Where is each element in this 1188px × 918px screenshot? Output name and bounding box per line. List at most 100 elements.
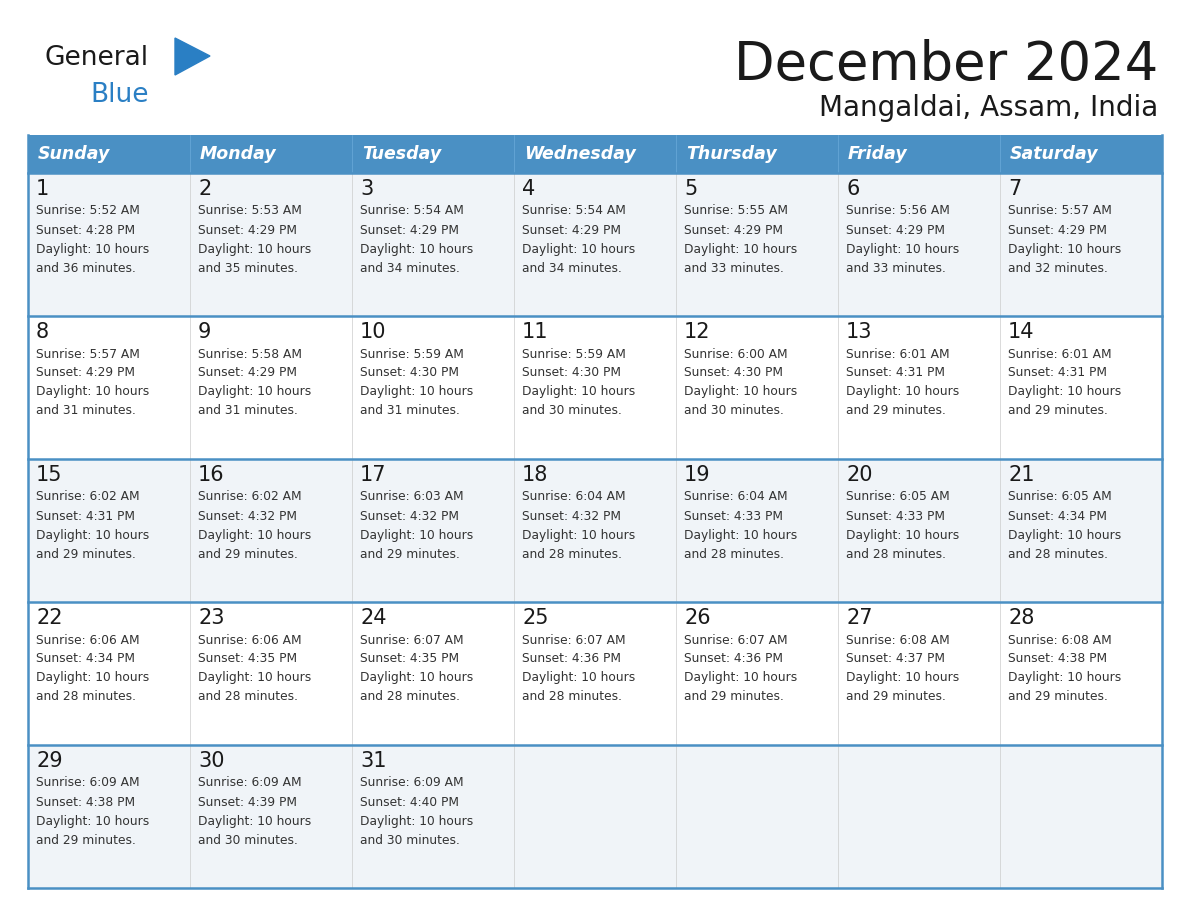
Text: and 30 minutes.: and 30 minutes. bbox=[198, 834, 298, 846]
Text: Sunrise: 5:59 AM: Sunrise: 5:59 AM bbox=[360, 348, 463, 361]
Text: Sunset: 4:31 PM: Sunset: 4:31 PM bbox=[846, 366, 944, 379]
Text: Daylight: 10 hours: Daylight: 10 hours bbox=[36, 671, 150, 685]
Text: Sunrise: 6:06 AM: Sunrise: 6:06 AM bbox=[198, 633, 302, 646]
Text: Daylight: 10 hours: Daylight: 10 hours bbox=[360, 386, 473, 398]
Bar bbox=[514, 135, 676, 173]
Text: Sunset: 4:32 PM: Sunset: 4:32 PM bbox=[198, 509, 297, 522]
Text: Sunrise: 5:57 AM: Sunrise: 5:57 AM bbox=[1007, 205, 1112, 218]
Text: and 28 minutes.: and 28 minutes. bbox=[684, 547, 784, 561]
Text: Sunset: 4:28 PM: Sunset: 4:28 PM bbox=[36, 223, 135, 237]
Text: Daylight: 10 hours: Daylight: 10 hours bbox=[198, 386, 311, 398]
Text: 8: 8 bbox=[36, 322, 49, 342]
Text: Daylight: 10 hours: Daylight: 10 hours bbox=[846, 671, 959, 685]
Bar bbox=[29, 316, 1162, 459]
Text: and 28 minutes.: and 28 minutes. bbox=[36, 690, 135, 703]
Text: 17: 17 bbox=[360, 465, 386, 485]
Text: and 28 minutes.: and 28 minutes. bbox=[522, 690, 623, 703]
Text: and 28 minutes.: and 28 minutes. bbox=[198, 690, 298, 703]
Text: Daylight: 10 hours: Daylight: 10 hours bbox=[1007, 671, 1121, 685]
Text: Wednesday: Wednesday bbox=[524, 145, 636, 163]
Bar bbox=[838, 135, 1000, 173]
Text: and 29 minutes.: and 29 minutes. bbox=[36, 547, 135, 561]
Bar bbox=[29, 459, 1162, 602]
Text: 27: 27 bbox=[846, 608, 872, 628]
Text: and 29 minutes.: and 29 minutes. bbox=[684, 690, 784, 703]
Text: and 31 minutes.: and 31 minutes. bbox=[36, 405, 135, 418]
Text: 30: 30 bbox=[198, 751, 225, 771]
Text: Sunrise: 5:58 AM: Sunrise: 5:58 AM bbox=[198, 348, 302, 361]
Text: Sunrise: 6:09 AM: Sunrise: 6:09 AM bbox=[360, 777, 463, 789]
Text: Sunset: 4:30 PM: Sunset: 4:30 PM bbox=[360, 366, 459, 379]
Text: 31: 31 bbox=[360, 751, 386, 771]
Text: Daylight: 10 hours: Daylight: 10 hours bbox=[360, 814, 473, 827]
Text: Sunset: 4:29 PM: Sunset: 4:29 PM bbox=[198, 366, 297, 379]
Text: Sunset: 4:32 PM: Sunset: 4:32 PM bbox=[360, 509, 459, 522]
Text: Daylight: 10 hours: Daylight: 10 hours bbox=[36, 814, 150, 827]
Text: Sunset: 4:36 PM: Sunset: 4:36 PM bbox=[522, 653, 621, 666]
Text: Sunrise: 6:04 AM: Sunrise: 6:04 AM bbox=[522, 490, 626, 503]
Text: Daylight: 10 hours: Daylight: 10 hours bbox=[198, 242, 311, 255]
Text: 10: 10 bbox=[360, 322, 386, 342]
Text: Sunrise: 6:09 AM: Sunrise: 6:09 AM bbox=[36, 777, 140, 789]
Text: Daylight: 10 hours: Daylight: 10 hours bbox=[684, 671, 797, 685]
Text: Sunrise: 6:05 AM: Sunrise: 6:05 AM bbox=[846, 490, 949, 503]
Text: Sunset: 4:34 PM: Sunset: 4:34 PM bbox=[36, 653, 135, 666]
Text: Daylight: 10 hours: Daylight: 10 hours bbox=[522, 386, 636, 398]
Text: 24: 24 bbox=[360, 608, 386, 628]
Text: 28: 28 bbox=[1007, 608, 1035, 628]
Text: Daylight: 10 hours: Daylight: 10 hours bbox=[1007, 529, 1121, 542]
Text: Sunrise: 6:05 AM: Sunrise: 6:05 AM bbox=[1007, 490, 1112, 503]
Text: Sunrise: 6:07 AM: Sunrise: 6:07 AM bbox=[522, 633, 626, 646]
Text: and 31 minutes.: and 31 minutes. bbox=[198, 405, 298, 418]
Text: Sunrise: 5:55 AM: Sunrise: 5:55 AM bbox=[684, 205, 788, 218]
Text: Sunset: 4:29 PM: Sunset: 4:29 PM bbox=[522, 223, 621, 237]
Bar bbox=[29, 745, 1162, 888]
Text: 29: 29 bbox=[36, 751, 63, 771]
Text: Sunset: 4:31 PM: Sunset: 4:31 PM bbox=[36, 509, 135, 522]
Text: and 35 minutes.: and 35 minutes. bbox=[198, 262, 298, 274]
Text: and 29 minutes.: and 29 minutes. bbox=[846, 405, 946, 418]
Text: and 34 minutes.: and 34 minutes. bbox=[360, 262, 460, 274]
Text: Sunset: 4:33 PM: Sunset: 4:33 PM bbox=[684, 509, 783, 522]
Text: Daylight: 10 hours: Daylight: 10 hours bbox=[522, 529, 636, 542]
Text: Sunset: 4:33 PM: Sunset: 4:33 PM bbox=[846, 509, 944, 522]
Text: Tuesday: Tuesday bbox=[362, 145, 441, 163]
Text: 22: 22 bbox=[36, 608, 63, 628]
Text: Sunset: 4:29 PM: Sunset: 4:29 PM bbox=[846, 223, 944, 237]
Bar bbox=[190, 135, 352, 173]
Text: Sunrise: 6:01 AM: Sunrise: 6:01 AM bbox=[1007, 348, 1112, 361]
Text: Blue: Blue bbox=[90, 82, 148, 108]
Text: 16: 16 bbox=[198, 465, 225, 485]
Text: Sunset: 4:29 PM: Sunset: 4:29 PM bbox=[360, 223, 459, 237]
Text: Sunrise: 5:56 AM: Sunrise: 5:56 AM bbox=[846, 205, 950, 218]
Text: Daylight: 10 hours: Daylight: 10 hours bbox=[522, 242, 636, 255]
Text: December 2024: December 2024 bbox=[734, 39, 1158, 91]
Text: and 28 minutes.: and 28 minutes. bbox=[522, 547, 623, 561]
Text: Daylight: 10 hours: Daylight: 10 hours bbox=[36, 529, 150, 542]
Text: Sunset: 4:32 PM: Sunset: 4:32 PM bbox=[522, 509, 621, 522]
Text: Saturday: Saturday bbox=[1010, 145, 1099, 163]
Text: Sunrise: 6:08 AM: Sunrise: 6:08 AM bbox=[1007, 633, 1112, 646]
Text: Sunset: 4:37 PM: Sunset: 4:37 PM bbox=[846, 653, 944, 666]
Text: Sunrise: 6:04 AM: Sunrise: 6:04 AM bbox=[684, 490, 788, 503]
Text: 12: 12 bbox=[684, 322, 710, 342]
Text: and 36 minutes.: and 36 minutes. bbox=[36, 262, 135, 274]
Text: Sunrise: 5:53 AM: Sunrise: 5:53 AM bbox=[198, 205, 302, 218]
Text: Daylight: 10 hours: Daylight: 10 hours bbox=[684, 529, 797, 542]
Text: 7: 7 bbox=[1007, 179, 1022, 199]
Text: Daylight: 10 hours: Daylight: 10 hours bbox=[198, 529, 311, 542]
Text: and 29 minutes.: and 29 minutes. bbox=[846, 690, 946, 703]
Text: 21: 21 bbox=[1007, 465, 1035, 485]
Text: 25: 25 bbox=[522, 608, 549, 628]
Bar bbox=[1000, 135, 1162, 173]
Bar bbox=[29, 602, 1162, 745]
Text: Daylight: 10 hours: Daylight: 10 hours bbox=[198, 814, 311, 827]
Text: 9: 9 bbox=[198, 322, 211, 342]
Text: Sunrise: 5:54 AM: Sunrise: 5:54 AM bbox=[360, 205, 463, 218]
Bar bbox=[676, 135, 838, 173]
Text: Sunrise: 6:03 AM: Sunrise: 6:03 AM bbox=[360, 490, 463, 503]
Text: 13: 13 bbox=[846, 322, 872, 342]
Text: Sunset: 4:34 PM: Sunset: 4:34 PM bbox=[1007, 509, 1107, 522]
Text: Sunset: 4:39 PM: Sunset: 4:39 PM bbox=[198, 796, 297, 809]
Text: and 30 minutes.: and 30 minutes. bbox=[360, 834, 460, 846]
